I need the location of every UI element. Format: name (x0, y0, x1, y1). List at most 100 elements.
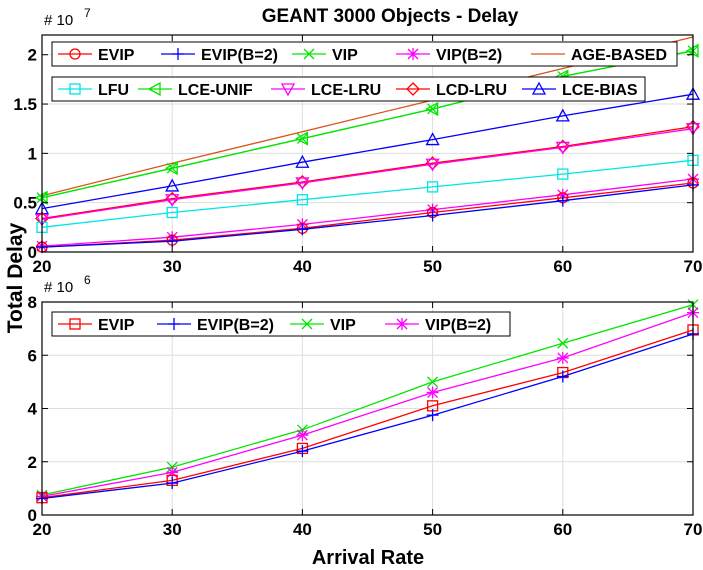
top-ytick-label-1: 1 (28, 144, 37, 163)
top-legend-entry-vip: VIP (292, 47, 358, 64)
bottom-legend-marker-vip (301, 318, 313, 330)
chart-bottom: 20 30 40 50 60 70 0 2 4 6 8 # 10 6 EVIP EVIP(B=2) VIP VI… (28, 273, 703, 539)
top-point-evip-b-2-40 (296, 223, 309, 236)
bottom-xtick-label-20: 20 (33, 520, 52, 539)
top-point-lfu-50 (426, 181, 439, 193)
bottom-point-evip-b-2-60 (556, 370, 569, 383)
top-legend-marker-lce-bias (531, 81, 547, 95)
top-line-lce-unif (41, 50, 694, 199)
top-legend-label-vip-b-2: VIP(B=2) (436, 47, 502, 64)
top-point-lce-bias-60 (555, 108, 570, 122)
top-line-evip-b-2 (41, 184, 694, 248)
bottom-legend-entry-evip-b-2: EVIP(B=2) (157, 317, 274, 334)
top-point-lce-lru-30 (165, 194, 180, 208)
bottom-ytick-label-0: 0 (28, 506, 37, 525)
bottom-legend-label-evip-b-2: EVIP(B=2) (197, 317, 274, 334)
top-legend-marker-lce-unif (147, 81, 161, 97)
bottom-legend-box-1 (51, 311, 511, 337)
top-legend-label-evip: EVIP (98, 47, 135, 64)
top-point-evip-b-2-60 (556, 194, 569, 207)
top-point-lfu-30 (166, 206, 178, 219)
top-point-lce-lru-40 (295, 177, 310, 191)
bottom-exponent-power: 6 (84, 273, 91, 287)
top-legend-marker-lce-lru (280, 83, 296, 97)
top-point-evip-b-2-30 (166, 235, 179, 248)
top-legend-marker-lfu (69, 83, 81, 95)
top-line-lce-lru (41, 128, 694, 221)
top-legend-marker-evip (69, 48, 81, 60)
top-ytick-label-0: 0 (28, 243, 37, 262)
top-point-lfu-40 (296, 194, 309, 206)
bottom-legend-marker-evip (69, 318, 81, 330)
top-legend-marker-vip-b-2 (407, 48, 419, 60)
bottom-point-evip-b-2-30 (166, 477, 179, 490)
bottom-point-vip-b-2-30 (166, 466, 179, 479)
bottom-legend-1: EVIP EVIP(B=2) VIP VIP(B=2) (51, 311, 511, 337)
top-legend-label-vip: VIP (332, 47, 358, 64)
top-legend-marker-evip-b-2 (172, 48, 184, 60)
bottom-legend-label-evip: EVIP (98, 317, 135, 334)
top-line-evip (41, 182, 694, 248)
top-ytick-label-2: 2 (28, 46, 37, 65)
top-xtick-label-70: 70 (684, 257, 703, 276)
top-legend-entry-vip-b-2: VIP(B=2) (396, 47, 502, 64)
top-xtick-label-20: 20 (33, 257, 52, 276)
bottom-legend-entry-evip: EVIP (58, 317, 135, 334)
top-line-vip-b-2 (41, 178, 694, 247)
top-xtick-label-40: 40 (293, 257, 312, 276)
top-legend-label-lce-bias: LCE-BIAS (562, 82, 638, 99)
top-legend-1: EVIP EVIP(B=2) VIP VIP(B=2) AGE-BASED (51, 41, 678, 67)
top-exponent-power: 7 (84, 6, 91, 20)
top-series-lce-lru (34, 123, 701, 227)
top-legend-box-1 (51, 41, 678, 67)
top-legend-marker-lcd-lru (406, 82, 420, 96)
top-point-lce-lru-50 (425, 158, 440, 172)
top-line-lcd-lru (41, 126, 694, 220)
bottom-legend-label-vip-b-2: VIP(B=2) (425, 317, 491, 334)
top-line-lce-bias (41, 93, 694, 210)
chart-top: 20 30 40 50 60 70 0 0.5 1 1.5 2 # 10 7 EVIP EVIP(B=2) V… (13, 6, 702, 276)
bottom-point-evip-b-2-50 (426, 409, 439, 422)
top-point-lce-unif-40 (295, 131, 309, 146)
bottom-xtick-label-50: 50 (423, 520, 442, 539)
bottom-series-evip-b-2 (36, 327, 699, 505)
top-xtick-label-30: 30 (163, 257, 182, 276)
bottom-legend-marker-evip-b-2 (168, 318, 180, 330)
bottom-xtick-label-60: 60 (553, 520, 572, 539)
x-axis-label: Arrival Rate (312, 547, 424, 569)
top-legend-label-age-based: AGE-BASED (571, 47, 667, 64)
top-legend-entry-evip: EVIP (58, 47, 135, 64)
top-legend-label-lfu: LFU (98, 82, 129, 99)
bottom-xtick-label-40: 40 (293, 520, 312, 539)
top-ytick-label-0.5: 0.5 (13, 194, 37, 213)
top-legend-marker-vip (303, 48, 315, 60)
top-legend-entry-lce-bias: LCE-BIAS (522, 81, 638, 99)
y-axis-label: Total Delay (4, 222, 27, 333)
top-exponent-label: # 10 (44, 12, 73, 29)
top-point-lce-bias-40 (295, 154, 310, 168)
bottom-ytick-label-4: 4 (28, 400, 38, 419)
top-ytick-label-1.5: 1.5 (13, 95, 37, 114)
top-legend-label-lcd-lru: LCD-LRU (436, 82, 507, 99)
bottom-line-evip (41, 329, 694, 499)
top-legend-entry-lce-unif: LCE-UNIF (138, 81, 253, 99)
top-point-lce-bias-30 (165, 178, 180, 192)
top-series-lfu (36, 154, 699, 233)
top-legend-label-evip-b-2: EVIP(B=2) (201, 47, 278, 64)
bottom-legend-label-vip: VIP (330, 317, 356, 334)
bottom-exponent-label: # 10 (44, 279, 73, 296)
bottom-xtick-label-30: 30 (163, 520, 182, 539)
bottom-point-vip-b-2-40 (296, 429, 309, 442)
top-legend-label-lce-unif: LCE-UNIF (178, 82, 253, 99)
top-legend-entry-lce-lru: LCE-LRU (271, 82, 381, 99)
top-series-lce-bias (34, 86, 701, 215)
top-legend-label-lce-lru: LCE-LRU (311, 82, 381, 99)
bottom-line-vip (41, 304, 694, 496)
bottom-legend-entry-vip: VIP (290, 317, 356, 334)
top-xtick-label-60: 60 (553, 257, 572, 276)
top-point-lfu-60 (557, 168, 569, 180)
bottom-line-evip-b-2 (41, 333, 694, 500)
top-legend-entry-lcd-lru: LCD-LRU (396, 82, 507, 99)
bottom-legend-marker-vip-b-2 (396, 318, 408, 330)
